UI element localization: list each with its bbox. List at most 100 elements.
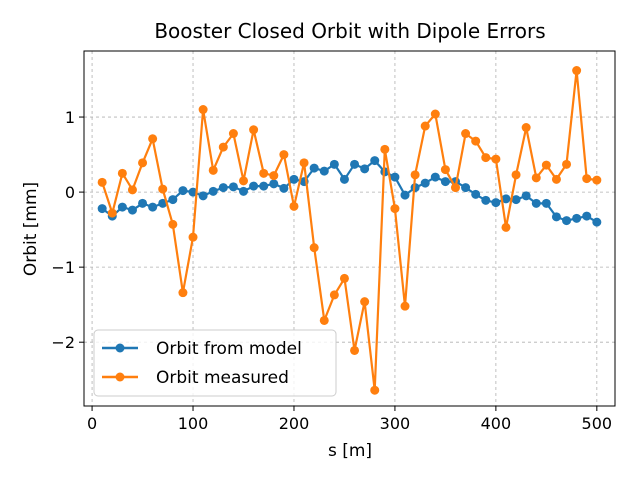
data-point-1	[208, 165, 218, 175]
data-point-0	[501, 194, 511, 204]
x-tick-label: 500	[582, 414, 613, 433]
data-point-1	[471, 136, 481, 146]
data-point-0	[218, 183, 228, 193]
data-point-1	[309, 243, 319, 253]
data-point-1	[198, 105, 208, 115]
data-point-1	[350, 345, 360, 355]
data-point-0	[471, 189, 481, 199]
data-point-1	[127, 185, 137, 195]
y-tick-label: 0	[65, 183, 75, 202]
data-point-1	[410, 170, 420, 180]
data-point-1	[562, 159, 572, 169]
series-group	[97, 66, 602, 395]
data-point-0	[511, 195, 521, 205]
data-point-0	[279, 183, 289, 193]
data-point-0	[329, 159, 339, 169]
x-tick-label: 100	[178, 414, 209, 433]
data-point-0	[531, 198, 541, 208]
y-tick-label: −1	[51, 258, 75, 277]
data-point-1	[269, 171, 279, 181]
data-point-1	[289, 201, 299, 211]
data-point-0	[168, 195, 178, 205]
series-line-1	[101, 69, 597, 392]
data-point-1	[218, 142, 228, 152]
data-point-1	[188, 232, 198, 242]
data-point-1	[521, 123, 531, 133]
x-tick-label: 200	[279, 414, 310, 433]
data-point-0	[582, 211, 592, 221]
legend-label-model: Orbit from model	[156, 339, 302, 359]
data-point-1	[239, 176, 249, 186]
chart-title: Booster Closed Orbit with Dipole Errors	[154, 19, 545, 43]
axis-ticks: 0 100 200 300 400 500 −2 −1 0 1	[51, 108, 612, 433]
data-point-1	[299, 158, 309, 168]
data-point-0	[188, 187, 198, 197]
data-point-0	[289, 174, 299, 184]
y-tick-label: −2	[51, 333, 75, 352]
data-point-0	[360, 164, 370, 174]
legend-marker-measured	[115, 372, 125, 382]
x-axis-label: s [m]	[328, 441, 372, 461]
data-point-1	[592, 175, 602, 185]
data-point-1	[551, 174, 561, 184]
data-point-1	[450, 183, 460, 193]
y-axis-label: Orbit [mm]	[21, 182, 41, 276]
data-point-0	[430, 172, 440, 182]
data-point-1	[360, 297, 370, 307]
data-point-1	[339, 273, 349, 283]
legend-marker-model	[115, 343, 125, 353]
data-point-0	[198, 191, 208, 201]
data-point-0	[390, 172, 400, 182]
data-point-0	[97, 204, 107, 214]
data-point-1	[481, 153, 491, 163]
data-point-0	[572, 213, 582, 223]
y-tick-label: 1	[65, 108, 75, 127]
data-point-1	[168, 219, 178, 229]
data-point-1	[572, 66, 582, 76]
data-point-0	[521, 191, 531, 201]
data-point-1	[259, 168, 269, 178]
data-point-0	[309, 163, 319, 173]
data-point-1	[440, 165, 450, 175]
data-point-0	[259, 181, 269, 191]
data-point-1	[138, 158, 148, 168]
data-point-0	[592, 217, 602, 227]
x-tick-label: 400	[481, 414, 512, 433]
data-point-1	[117, 168, 127, 178]
data-point-1	[178, 288, 188, 298]
data-point-1	[461, 129, 471, 139]
data-point-0	[138, 198, 148, 208]
data-point-1	[531, 173, 541, 183]
data-point-1	[390, 204, 400, 214]
data-point-1	[582, 174, 592, 184]
data-point-1	[380, 144, 390, 154]
data-point-0	[541, 198, 551, 208]
legend-label-measured: Orbit measured	[156, 368, 289, 388]
data-point-1	[541, 160, 551, 170]
data-point-0	[420, 178, 430, 188]
data-point-1	[97, 177, 107, 187]
data-point-0	[400, 190, 410, 200]
data-point-0	[117, 202, 127, 212]
data-point-0	[269, 179, 279, 189]
legend: Orbit from model Orbit measured	[93, 329, 337, 397]
data-point-0	[562, 216, 572, 226]
data-point-1	[329, 290, 339, 300]
plot-frame	[83, 50, 616, 407]
x-tick-label: 0	[87, 414, 97, 433]
data-point-0	[249, 181, 259, 191]
data-point-0	[148, 202, 158, 212]
data-point-1	[430, 109, 440, 119]
data-point-1	[420, 121, 430, 131]
data-point-0	[350, 159, 360, 169]
data-point-0	[208, 186, 218, 196]
legend-box	[93, 329, 337, 397]
data-point-0	[481, 195, 491, 205]
data-point-0	[551, 212, 561, 222]
data-point-0	[491, 198, 501, 208]
data-point-0	[178, 186, 188, 196]
data-point-1	[511, 170, 521, 180]
data-point-0	[127, 205, 137, 215]
